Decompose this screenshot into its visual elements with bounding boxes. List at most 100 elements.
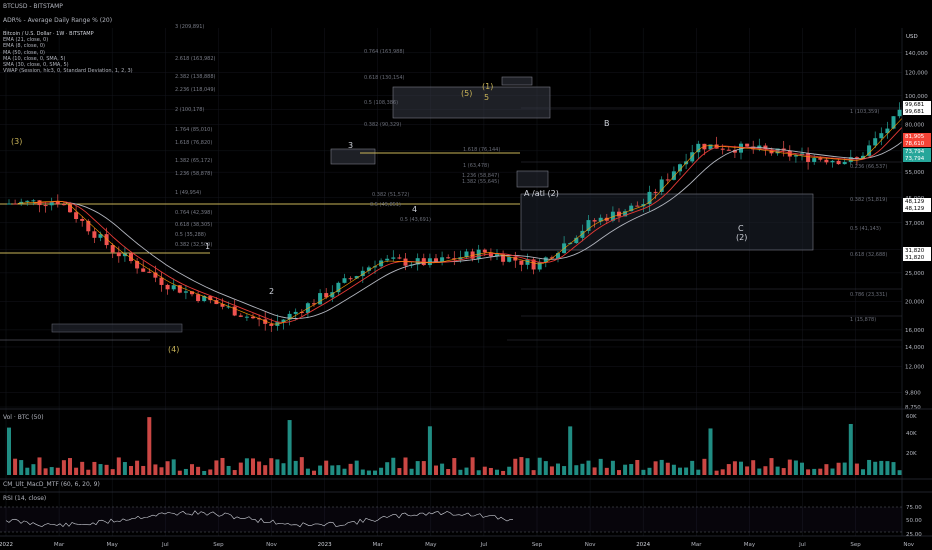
indicator-ema21[interactable]: EMA (21, close, 0): [3, 37, 49, 44]
candle-body-75: [464, 251, 469, 258]
volume-bar-25: [159, 467, 164, 475]
candle-body-70: [434, 258, 438, 262]
price-tick-11: 20,000: [905, 299, 925, 305]
candle-body-18: [116, 252, 121, 257]
candle-body-95: [586, 220, 591, 231]
rsi-tick-1: 50.00: [906, 518, 922, 524]
candle-body-11: [74, 212, 79, 220]
rsi-pane-label[interactable]: RSI (14, close): [3, 495, 47, 502]
price-label-box-5: [903, 155, 931, 162]
volume-bar-83: [513, 458, 518, 475]
price-label-1: 99,681: [905, 109, 924, 115]
volume-bar-79: [488, 467, 493, 475]
indicator-vwap[interactable]: VWAP (Session, hlc3, 0, Standard Deviati…: [3, 68, 133, 75]
price-tick-8: 37,000: [905, 221, 925, 227]
time-label-6: 2023: [318, 542, 332, 548]
candle-body-78: [482, 249, 487, 253]
candle-body-59: [366, 267, 371, 271]
candle-body-85: [525, 259, 530, 265]
volume-bar-104: [641, 469, 646, 475]
price-label-box-9: [903, 254, 931, 261]
fib-label-right-10: 0.5 (43,691): [400, 217, 431, 223]
volume-bar-111: [684, 467, 689, 475]
volume-bar-129: [793, 460, 798, 475]
fib-label-left-9: 1 (49,954): [175, 190, 201, 196]
candle-body-103: [635, 205, 640, 207]
volume-bar-59: [366, 470, 371, 475]
volume-pane-label[interactable]: Vol · BTC (50): [3, 414, 44, 421]
candle-body-101: [623, 211, 628, 217]
price-label-9: 31,820: [905, 255, 925, 261]
volume-bar-132: [812, 468, 817, 475]
candle-body-4: [31, 200, 36, 202]
volume-bar-45: [281, 463, 286, 475]
volume-bar-1: [13, 458, 18, 475]
indicator-ema8[interactable]: EMA (8, close, 0): [3, 43, 45, 50]
volume-bar-102: [629, 464, 634, 475]
volume-bar-77: [476, 470, 481, 475]
candle-body-0: [7, 203, 11, 205]
time-label-17: Nov: [903, 542, 914, 548]
candle-body-141: [867, 145, 872, 156]
fib-label-right-7: 1.382 (55,645): [462, 179, 499, 185]
wave-label-9: A /atl (2): [524, 189, 559, 198]
volume-bar-12: [80, 461, 85, 475]
volume-bar-142: [873, 461, 878, 475]
volume-bar-66: [409, 468, 414, 475]
time-label-3: Jul: [161, 542, 169, 548]
candle-body-133: [818, 158, 823, 160]
volume-bar-36: [226, 465, 231, 475]
candle-body-23: [147, 271, 152, 273]
time-label-2: May: [107, 542, 119, 548]
candle-body-146: [897, 109, 902, 117]
volume-bar-116: [714, 470, 719, 475]
fib-label-right-14: 0.5 (41,143): [850, 226, 881, 232]
volume-bar-115: [708, 428, 713, 475]
fib-label-left-5: 1.764 (85,010): [175, 127, 212, 133]
candle-body-69: [427, 258, 432, 266]
candle-body-24: [153, 272, 158, 278]
price-tick-15: 9,800: [905, 391, 921, 397]
volume-bar-87: [537, 457, 542, 475]
zone-box-4: [516, 170, 549, 188]
candle-body-64: [397, 257, 402, 259]
volume-bar-74: [458, 469, 463, 475]
indicator-ma10[interactable]: MA (10, close, 0, SMA, 5): [3, 55, 66, 62]
volume-bar-118: [726, 464, 731, 475]
candle-body-62: [385, 258, 390, 261]
volume-bar-23: [147, 417, 152, 475]
indicator-sma30[interactable]: SMA (30, close, 0, SMA, 5): [3, 62, 69, 69]
price-label-8: 31,820: [905, 248, 925, 254]
candle-body-65: [403, 258, 408, 266]
candle-body-97: [598, 217, 603, 222]
price-label-box-6: [903, 198, 931, 205]
indicator-ma50[interactable]: MA (50, close, 0): [3, 49, 46, 56]
volume-bar-131: [806, 469, 811, 475]
main-pane-title[interactable]: Bitcoin / U.S. Dollar · 1W · BITSTAMP: [3, 31, 94, 37]
cm-pane-label[interactable]: CM_Ult_MacD_MTF (60, 6, 20, 9): [3, 481, 100, 488]
fib-label-left-11: 0.618 (38,305): [175, 222, 212, 228]
fib-label-right-11: 1 (103,359): [850, 109, 879, 115]
candle-body-42: [263, 319, 268, 324]
candle-body-94: [580, 230, 585, 238]
volume-bar-78: [482, 466, 487, 475]
volume-bar-9: [61, 460, 66, 475]
candle-body-88: [543, 257, 548, 262]
fib-label-right-2: 0.5 (108,386): [364, 100, 398, 106]
volume-bar-62: [385, 462, 390, 475]
volume-bar-80: [495, 469, 499, 475]
volume-bar-47: [293, 460, 298, 475]
candle-body-36: [226, 306, 231, 308]
time-label-15: Jul: [798, 542, 806, 548]
volume-bar-11: [74, 467, 79, 475]
volume-bar-99: [610, 460, 615, 475]
candle-body-29: [183, 291, 188, 293]
volume-bar-6: [43, 468, 48, 475]
zone-box-5: [520, 193, 814, 251]
volume-bar-130: [800, 462, 804, 475]
candle-body-22: [141, 268, 146, 272]
candle-body-17: [110, 245, 115, 253]
volume-bar-35: [220, 457, 225, 475]
volume-bar-37: [232, 470, 237, 475]
